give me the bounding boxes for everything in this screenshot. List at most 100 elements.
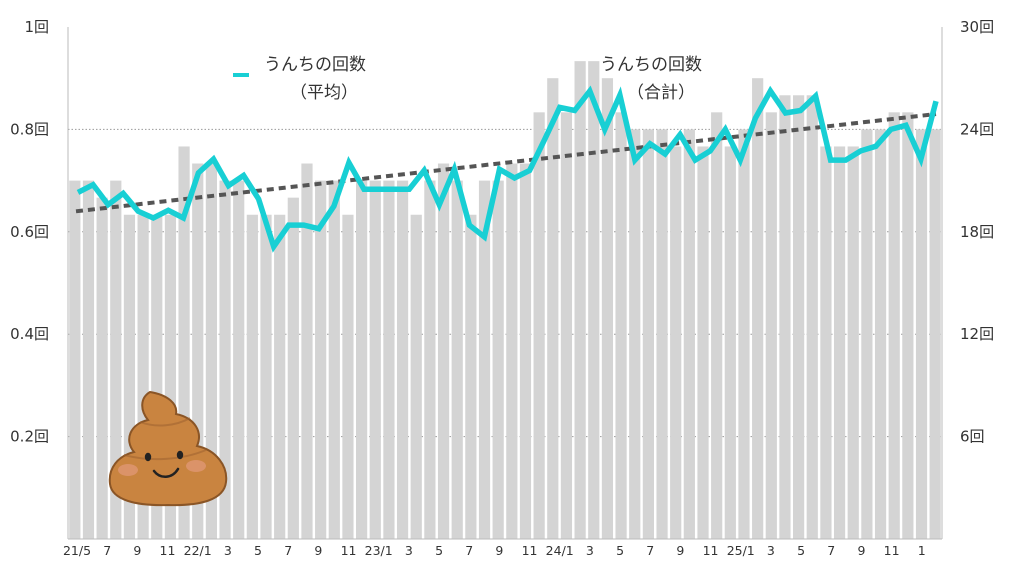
bar [560,112,573,539]
bar [383,180,395,539]
legend-sublabel-total: （合計） [627,83,695,103]
bar [656,129,668,539]
bar [629,129,641,539]
x-tick-label: 9 [495,543,503,558]
bar [752,78,764,539]
bar [260,214,272,539]
bar [328,180,340,539]
bar [356,180,368,539]
bar [929,129,941,539]
x-tick-label: 9 [314,543,322,558]
bar [683,129,695,539]
bar [874,129,887,539]
line-series [76,85,939,253]
legend-label-average: うんちの回数 [264,55,366,75]
bar [711,112,723,539]
x-tick-label: 5 [616,543,624,558]
x-tick-label: 11 [160,543,176,558]
bar [574,61,586,540]
bar [478,180,491,539]
bar [902,112,914,539]
bar [670,146,682,539]
bar [396,180,409,539]
x-tick-label: 11 [703,543,719,558]
x-tick-label: 5 [254,543,262,558]
bar-series [69,61,941,540]
legend-label-total: うんちの回数 [600,55,702,75]
x-axis-ticks: 21/5 7 9 11 22/1 3 5 7 9 11 23/1 3 5 7 9 11 24/1 3 5 7 9 11 25… [63,543,926,558]
right-axis-ticks: 6回 12回 18回 24回 30回 [960,18,994,446]
right-tick-label: 6回 [960,428,985,446]
bar [588,61,600,540]
bar [793,95,805,540]
x-tick-label: 22/1 [184,543,212,558]
bar [246,214,258,539]
bar [915,129,928,539]
left-tick-label: 0.4回 [10,325,49,343]
bar [151,214,163,539]
bar [219,180,231,539]
bar [451,180,463,539]
x-tick-label: 7 [465,543,473,558]
x-tick-label: 9 [133,543,141,558]
left-tick-label: 1回 [24,18,49,36]
bar [820,146,832,539]
bar [192,163,204,540]
x-tick-label: 3 [586,543,594,558]
x-tick-label: 1 [918,543,926,558]
x-tick-label: 11 [522,543,538,558]
bar [833,146,846,539]
bar [123,214,136,539]
bar [506,163,518,540]
bar [315,180,327,539]
bar [424,180,436,539]
x-tick-label: 25/1 [727,543,755,558]
x-tick-label: 7 [284,543,292,558]
x-tick-label: 11 [884,543,900,558]
bar [724,146,736,539]
bar [765,112,777,539]
bar [205,163,217,540]
x-tick-label: 3 [767,543,775,558]
right-tick-label: 12回 [960,325,994,343]
bar [82,180,95,539]
bar [738,129,750,539]
bar [547,78,559,539]
bar [233,180,245,539]
x-tick-label: 21/5 [63,543,91,558]
bar [615,112,627,539]
x-tick-label: 5 [435,543,443,558]
bar [437,163,450,540]
bar [601,78,614,539]
right-tick-label: 30回 [960,18,994,36]
average-line [76,85,939,253]
legend-total: うんちの回数 （合計） [600,55,702,103]
trendline [75,112,937,214]
bar [110,180,122,539]
bar [69,180,81,539]
bar [178,146,190,539]
x-tick-label: 3 [224,543,232,558]
bar [697,146,709,539]
x-tick-label: 11 [341,543,357,558]
bar [492,180,504,539]
x-tick-label: 24/1 [546,543,574,558]
bar [533,112,545,539]
x-tick-label: 7 [646,543,654,558]
left-tick-label: 0.8回 [10,120,49,138]
bar [642,129,654,539]
bar [274,214,286,539]
x-tick-label: 23/1 [365,543,393,558]
legend-average: うんちの回数 （平均） [233,55,366,103]
bar [410,214,422,539]
bar [888,112,900,539]
bar [779,95,791,540]
x-tick-label: 7 [103,543,111,558]
bar [137,214,149,539]
right-tick-label: 18回 [960,223,994,241]
bar [861,129,873,539]
bar [96,197,108,539]
bar [164,214,177,539]
x-tick-label: 5 [797,543,805,558]
bar [519,163,532,540]
